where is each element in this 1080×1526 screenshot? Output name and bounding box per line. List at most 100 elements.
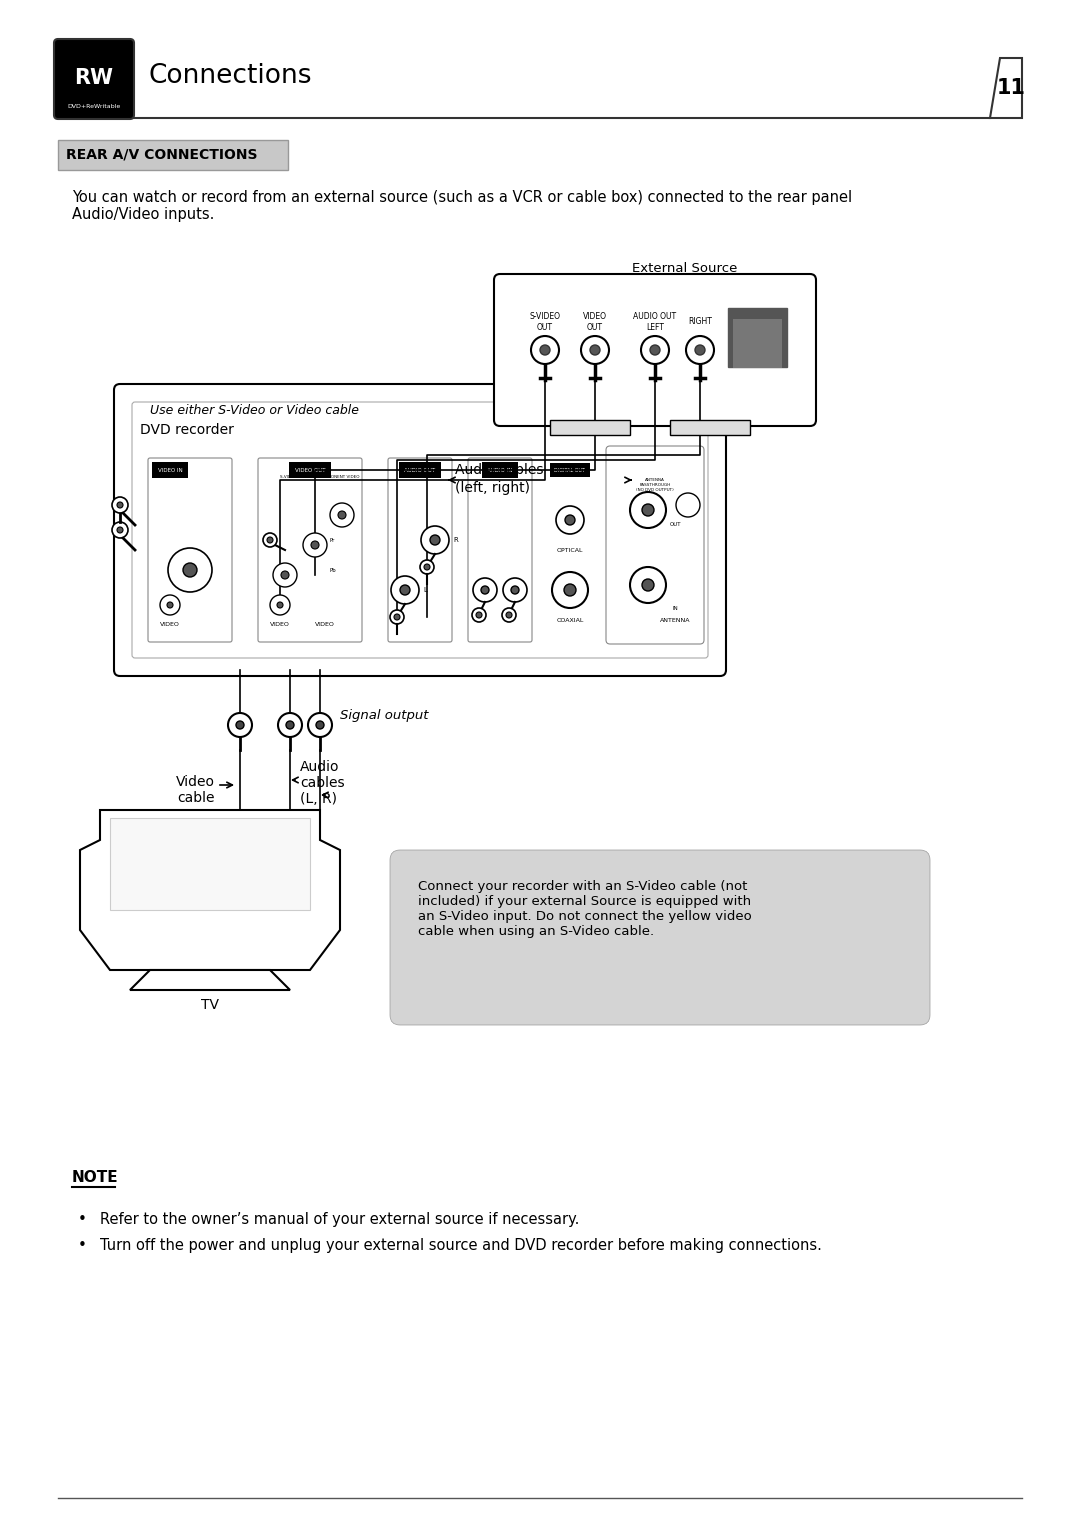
Text: Turn off the power and unplug your external source and DVD recorder before makin: Turn off the power and unplug your exter… <box>100 1238 822 1253</box>
Text: External Source: External Source <box>632 261 738 275</box>
Circle shape <box>168 548 212 592</box>
Circle shape <box>183 563 197 577</box>
Text: NOTE: NOTE <box>72 1170 119 1186</box>
Text: ANTENNA: ANTENNA <box>660 618 690 623</box>
Text: R: R <box>453 537 458 543</box>
Polygon shape <box>110 818 310 909</box>
Circle shape <box>390 610 404 624</box>
Circle shape <box>473 578 497 601</box>
Circle shape <box>552 572 588 607</box>
Text: DVD recorder: DVD recorder <box>140 423 234 436</box>
Circle shape <box>160 595 180 615</box>
Text: TV: TV <box>201 998 219 1012</box>
Text: Connections: Connections <box>148 63 311 89</box>
Circle shape <box>564 584 576 597</box>
Circle shape <box>264 533 276 546</box>
Circle shape <box>676 493 700 517</box>
Text: Signal output: Signal output <box>340 708 429 722</box>
Text: OUT: OUT <box>670 522 680 528</box>
Circle shape <box>476 612 482 618</box>
Text: IN: IN <box>672 606 678 610</box>
Polygon shape <box>990 58 1022 118</box>
Circle shape <box>112 522 129 539</box>
Circle shape <box>531 336 559 365</box>
Text: •: • <box>78 1212 86 1227</box>
Text: COAXIAL: COAXIAL <box>556 618 583 623</box>
FancyBboxPatch shape <box>494 275 816 426</box>
Circle shape <box>117 502 123 508</box>
Circle shape <box>228 713 252 737</box>
Circle shape <box>281 571 289 578</box>
Circle shape <box>630 491 666 528</box>
Circle shape <box>316 720 324 729</box>
Text: Use either S-Video or Video cable: Use either S-Video or Video cable <box>150 403 359 417</box>
Circle shape <box>507 612 512 618</box>
Circle shape <box>502 607 516 623</box>
Circle shape <box>394 613 400 620</box>
Text: REAR A/V CONNECTIONS: REAR A/V CONNECTIONS <box>66 148 257 162</box>
Circle shape <box>112 497 129 513</box>
Circle shape <box>511 586 519 594</box>
FancyBboxPatch shape <box>390 850 930 1025</box>
FancyBboxPatch shape <box>733 319 782 368</box>
Text: VIDEO: VIDEO <box>270 623 289 627</box>
Text: L: L <box>423 588 427 594</box>
FancyBboxPatch shape <box>606 446 704 644</box>
Circle shape <box>686 336 714 365</box>
Circle shape <box>650 345 660 356</box>
FancyBboxPatch shape <box>728 308 787 366</box>
Circle shape <box>308 713 332 737</box>
FancyBboxPatch shape <box>132 401 708 658</box>
Circle shape <box>338 511 346 519</box>
Text: 11: 11 <box>997 78 1026 98</box>
FancyBboxPatch shape <box>114 385 726 676</box>
Text: Audio
cables
(L, R): Audio cables (L, R) <box>300 760 345 806</box>
Text: Pb: Pb <box>329 568 336 572</box>
Circle shape <box>503 578 527 601</box>
Circle shape <box>642 504 654 516</box>
Circle shape <box>556 507 584 534</box>
Circle shape <box>311 542 319 549</box>
Text: (left, right): (left, right) <box>455 481 530 494</box>
Text: S-VIDEO: S-VIDEO <box>160 475 180 479</box>
Text: VIDEO
OUT: VIDEO OUT <box>583 313 607 331</box>
Text: DIGITAL OUT: DIGITAL OUT <box>554 467 585 473</box>
Circle shape <box>117 526 123 533</box>
Text: OPTICAL: OPTICAL <box>557 548 583 552</box>
Text: VIDEO IN: VIDEO IN <box>158 467 183 473</box>
FancyBboxPatch shape <box>670 420 750 435</box>
Text: Pr: Pr <box>329 537 335 543</box>
Text: DVD+ReWritable: DVD+ReWritable <box>67 104 121 108</box>
Circle shape <box>276 601 283 607</box>
Text: AUDIO OUT: AUDIO OUT <box>404 467 435 473</box>
Polygon shape <box>80 810 340 971</box>
Text: RIGHT: RIGHT <box>688 317 712 327</box>
Text: VIDEO: VIDEO <box>315 623 335 627</box>
Text: S-VIDEO  S-VIDEO  COMPONENT VIDEO: S-VIDEO S-VIDEO COMPONENT VIDEO <box>280 475 360 479</box>
FancyBboxPatch shape <box>148 458 232 642</box>
Polygon shape <box>130 971 291 990</box>
FancyBboxPatch shape <box>468 458 532 642</box>
Text: You can watch or record from an external source (such as a VCR or cable box) con: You can watch or record from an external… <box>72 191 852 223</box>
Text: Connect your recorder with an S-Video cable (not
included) if your external Sour: Connect your recorder with an S-Video ca… <box>418 881 752 938</box>
Text: AUDIO IN: AUDIO IN <box>487 467 513 473</box>
Text: ANTENNA
PASSTHROUGH
(NO DVD OUTPUT): ANTENNA PASSTHROUGH (NO DVD OUTPUT) <box>636 478 674 491</box>
Text: AUDIO OUT
LEFT: AUDIO OUT LEFT <box>634 313 676 331</box>
Circle shape <box>400 584 410 595</box>
Text: RW: RW <box>75 69 113 89</box>
Text: •: • <box>78 1238 86 1253</box>
FancyBboxPatch shape <box>54 40 134 119</box>
Circle shape <box>696 345 705 356</box>
Circle shape <box>270 595 291 615</box>
Circle shape <box>642 578 654 591</box>
Text: VIDEO OUT: VIDEO OUT <box>295 467 325 473</box>
Text: S-VIDEO
OUT: S-VIDEO OUT <box>529 313 561 331</box>
Circle shape <box>273 563 297 588</box>
Circle shape <box>391 575 419 604</box>
Circle shape <box>472 607 486 623</box>
Circle shape <box>330 504 354 526</box>
Circle shape <box>581 336 609 365</box>
Circle shape <box>303 533 327 557</box>
Circle shape <box>424 565 430 571</box>
Circle shape <box>540 345 550 356</box>
